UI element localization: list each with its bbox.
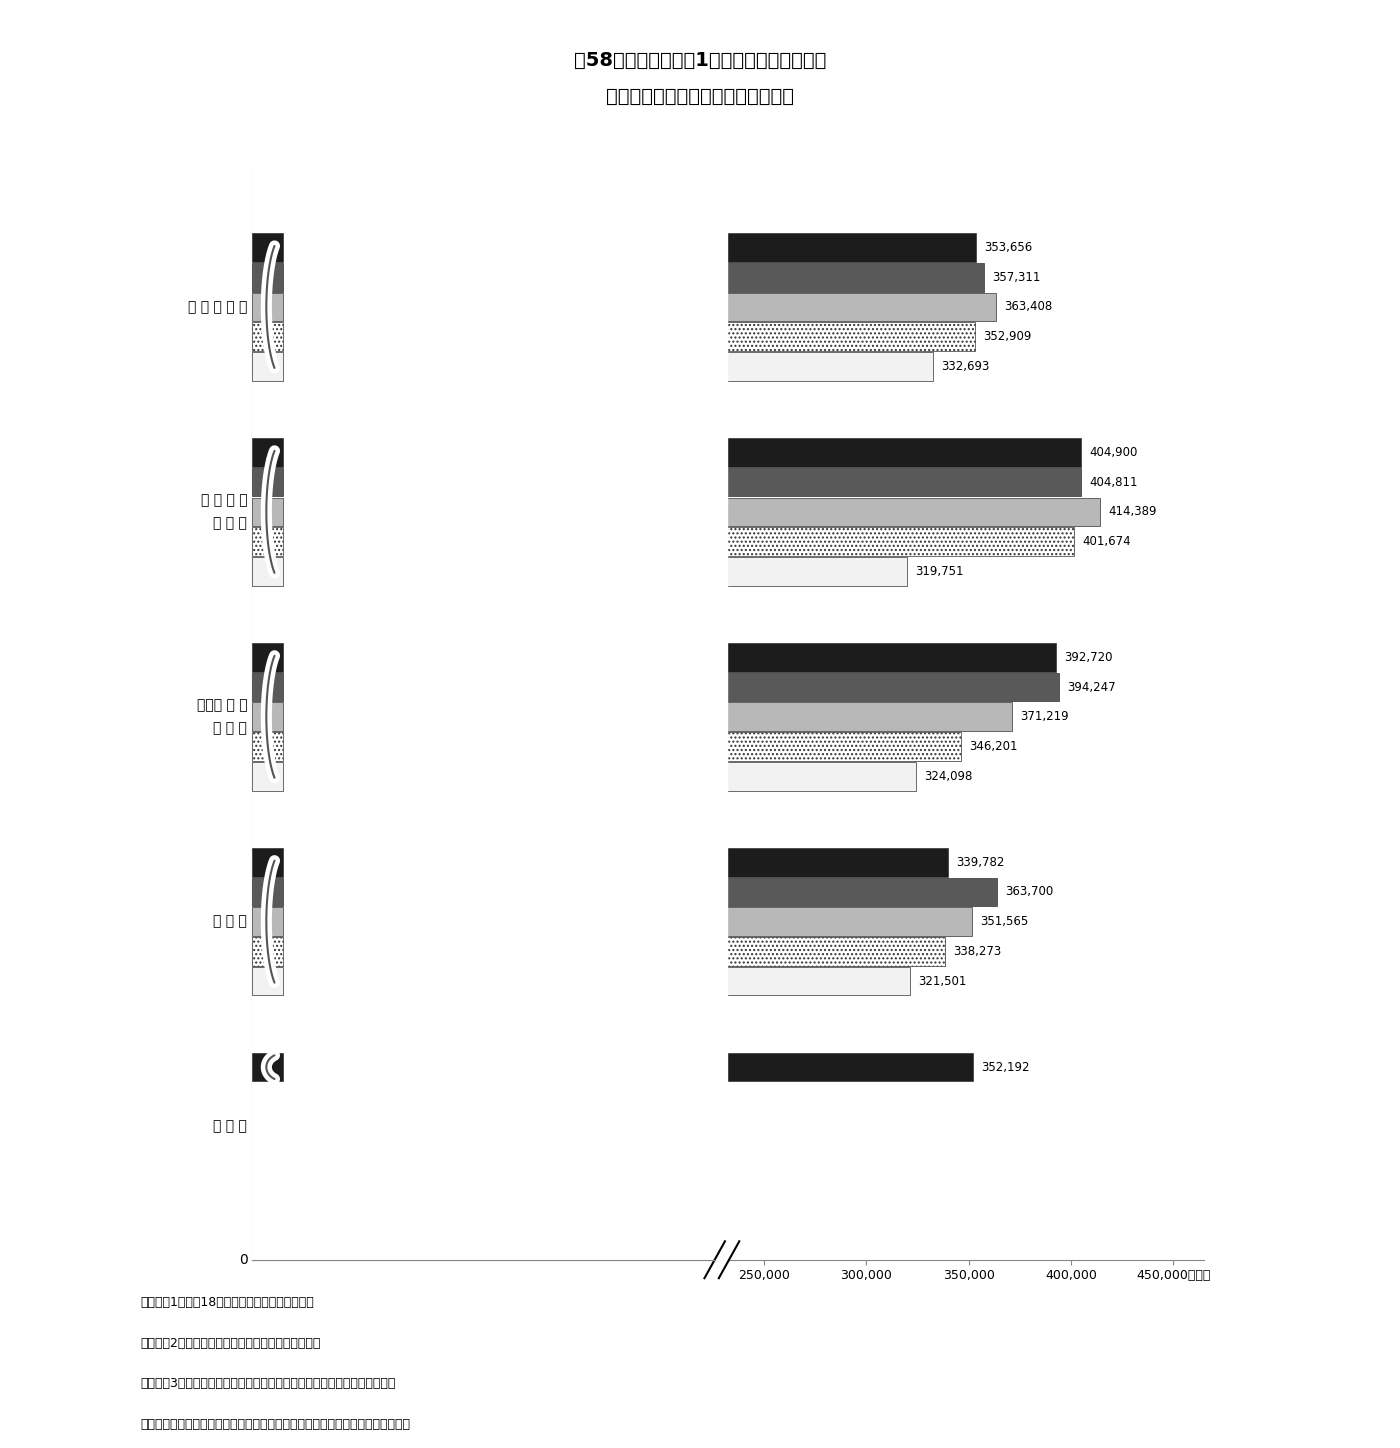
Text: 352,909: 352,909 bbox=[983, 330, 1030, 343]
Bar bbox=[252, 1053, 973, 1082]
Bar bbox=[252, 292, 283, 321]
Text: 404,811: 404,811 bbox=[1089, 475, 1137, 488]
Bar bbox=[252, 937, 283, 966]
Text: 教育職を含み、「小・中学校教育職」には、幼稚園教育職を含む。: 教育職を含み、「小・中学校教育職」には、幼稚園教育職を含む。 bbox=[140, 1418, 410, 1431]
Bar bbox=[252, 643, 1056, 672]
Bar bbox=[252, 673, 1060, 701]
Text: 357,311: 357,311 bbox=[991, 271, 1040, 284]
Bar bbox=[252, 323, 974, 350]
Text: 351,565: 351,565 bbox=[980, 915, 1028, 928]
Bar bbox=[252, 762, 283, 791]
Bar bbox=[252, 967, 910, 995]
Bar bbox=[252, 292, 995, 321]
Bar bbox=[252, 849, 283, 876]
Text: 392,720: 392,720 bbox=[1064, 650, 1113, 663]
Text: 0: 0 bbox=[239, 1253, 248, 1267]
Bar bbox=[252, 352, 283, 381]
Text: （普通会計、団体種類別、職種別）: （普通会計、団体種類別、職種別） bbox=[606, 87, 794, 106]
Text: 394,247: 394,247 bbox=[1067, 681, 1116, 694]
Text: 346,201: 346,201 bbox=[969, 740, 1018, 753]
Bar bbox=[252, 439, 283, 466]
Bar bbox=[252, 527, 283, 556]
Bar bbox=[252, 849, 948, 876]
Text: 2　「都市」には、中核市、特例市を含む。: 2 「都市」には、中核市、特例市を含む。 bbox=[140, 1337, 321, 1350]
Bar bbox=[252, 264, 984, 291]
Bar bbox=[252, 468, 283, 497]
Text: （注）　1　平成18年４月１日現在の額である。: （注） 1 平成18年４月１日現在の額である。 bbox=[140, 1296, 314, 1309]
Bar bbox=[252, 643, 283, 672]
Text: 338,273: 338,273 bbox=[953, 946, 1001, 959]
Bar bbox=[252, 468, 1081, 497]
Text: 414,389: 414,389 bbox=[1109, 505, 1156, 518]
Text: 339,782: 339,782 bbox=[956, 856, 1004, 869]
Text: 404,900: 404,900 bbox=[1089, 446, 1138, 459]
Bar bbox=[252, 702, 1012, 731]
Bar bbox=[252, 1053, 283, 1082]
Bar bbox=[252, 557, 907, 585]
Text: 371,219: 371,219 bbox=[1021, 711, 1068, 723]
Text: 319,751: 319,751 bbox=[914, 565, 963, 578]
Bar bbox=[252, 877, 283, 906]
Text: 第58図　地方公務員1人当たり平均給料月額: 第58図 地方公務員1人当たり平均給料月額 bbox=[574, 51, 826, 70]
Bar bbox=[252, 439, 1081, 466]
Text: 321,501: 321,501 bbox=[918, 975, 967, 988]
Bar bbox=[252, 323, 283, 350]
Bar bbox=[252, 908, 972, 935]
Bar bbox=[252, 233, 283, 262]
Bar bbox=[252, 967, 283, 995]
Bar bbox=[252, 557, 283, 585]
Bar bbox=[252, 702, 283, 731]
Bar bbox=[252, 673, 283, 701]
Text: 324,098: 324,098 bbox=[924, 770, 972, 783]
Bar bbox=[252, 908, 283, 935]
Bar bbox=[252, 498, 283, 526]
Bar bbox=[252, 527, 1074, 556]
Bar bbox=[252, 733, 283, 760]
Text: 3　「高等学校教育職」には、専修学校、各種学校及び特殊学校の: 3 「高等学校教育職」には、専修学校、各種学校及び特殊学校の bbox=[140, 1377, 395, 1390]
Text: 363,700: 363,700 bbox=[1005, 886, 1053, 898]
Bar bbox=[252, 762, 916, 791]
Text: 353,656: 353,656 bbox=[984, 240, 1032, 253]
Bar bbox=[252, 352, 934, 381]
Bar bbox=[252, 877, 997, 906]
Text: 352,192: 352,192 bbox=[981, 1060, 1030, 1073]
Bar bbox=[252, 233, 976, 262]
Bar bbox=[252, 264, 283, 291]
Text: 363,408: 363,408 bbox=[1004, 300, 1053, 313]
Bar bbox=[252, 937, 945, 966]
Bar bbox=[252, 498, 1100, 526]
Text: 332,693: 332,693 bbox=[941, 361, 990, 374]
Bar bbox=[252, 733, 960, 760]
Text: 401,674: 401,674 bbox=[1082, 536, 1131, 547]
